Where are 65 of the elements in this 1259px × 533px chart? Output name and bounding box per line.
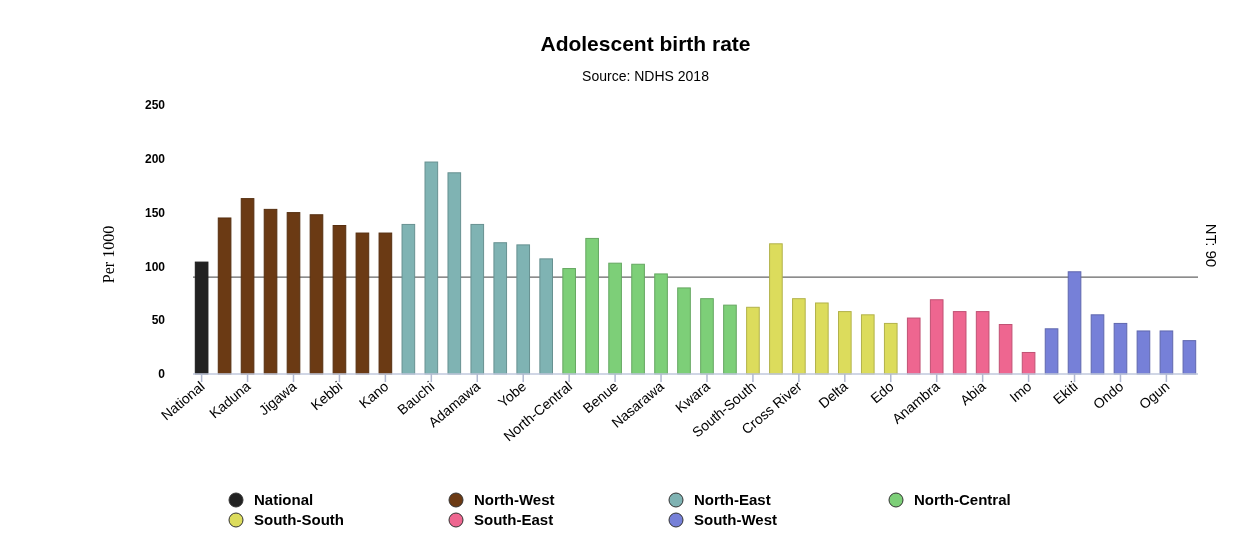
ref-line-label: NT: 90 — [1203, 223, 1220, 268]
bar — [769, 243, 783, 375]
bar — [1159, 330, 1174, 375]
legend-label: South-East — [474, 511, 554, 529]
bar — [332, 225, 347, 375]
bar — [539, 258, 553, 375]
x-tick-label: Ekiti — [1049, 378, 1081, 408]
y-axis-title: Per 1000 — [100, 225, 117, 284]
bar — [998, 324, 1013, 375]
y-tick-label: 0 — [158, 367, 166, 382]
bar — [401, 223, 416, 375]
bar — [815, 302, 829, 375]
legend-label: North-Central — [914, 491, 1011, 509]
bar — [562, 268, 576, 375]
bar — [194, 261, 209, 375]
bar — [952, 311, 967, 375]
legend-label: National — [254, 491, 314, 509]
bar — [929, 299, 944, 375]
bar — [447, 172, 462, 375]
bar — [1136, 330, 1151, 375]
bar — [240, 198, 255, 375]
bar — [1021, 351, 1036, 375]
bar — [654, 273, 668, 375]
bar — [378, 232, 393, 375]
bar — [1090, 314, 1105, 375]
bar — [470, 223, 485, 375]
legend-label: North-East — [694, 491, 771, 509]
bar — [493, 242, 508, 375]
chart-subtitle: Source: NDHS 2018 — [582, 68, 710, 84]
bar — [217, 217, 232, 375]
bar — [424, 161, 439, 375]
y-tick-label: 150 — [144, 205, 166, 220]
x-tick-label: Abia — [956, 377, 989, 409]
legend-label: South-West — [694, 511, 778, 529]
y-tick-label: 250 — [144, 98, 166, 113]
bar — [975, 311, 990, 375]
bar — [585, 237, 599, 375]
legend-label: North-West — [474, 491, 555, 509]
bar — [516, 244, 531, 375]
bar — [1113, 322, 1128, 375]
bar — [309, 214, 324, 375]
bar — [838, 311, 852, 375]
bar — [792, 298, 806, 375]
bar — [631, 263, 645, 375]
bar — [355, 232, 370, 375]
bar — [1182, 340, 1197, 375]
legend-label: South-South — [254, 511, 344, 529]
bar — [723, 304, 737, 375]
bar — [883, 322, 898, 375]
bar — [700, 298, 714, 375]
bar — [860, 314, 875, 375]
x-tick-label: Edo — [867, 377, 897, 407]
bar — [906, 317, 921, 375]
bar — [677, 287, 691, 375]
bar — [286, 212, 301, 375]
x-tick-label: Imo — [1006, 377, 1035, 406]
y-tick-label: 200 — [144, 152, 166, 166]
y-tick-label: 50 — [151, 313, 166, 328]
bar — [263, 208, 278, 375]
chart-title: Adolescent birth rate — [540, 32, 751, 55]
bar — [1044, 328, 1059, 375]
bar — [746, 306, 760, 375]
bar — [1067, 271, 1082, 375]
y-tick-label: 100 — [144, 259, 166, 274]
bar — [608, 262, 622, 375]
